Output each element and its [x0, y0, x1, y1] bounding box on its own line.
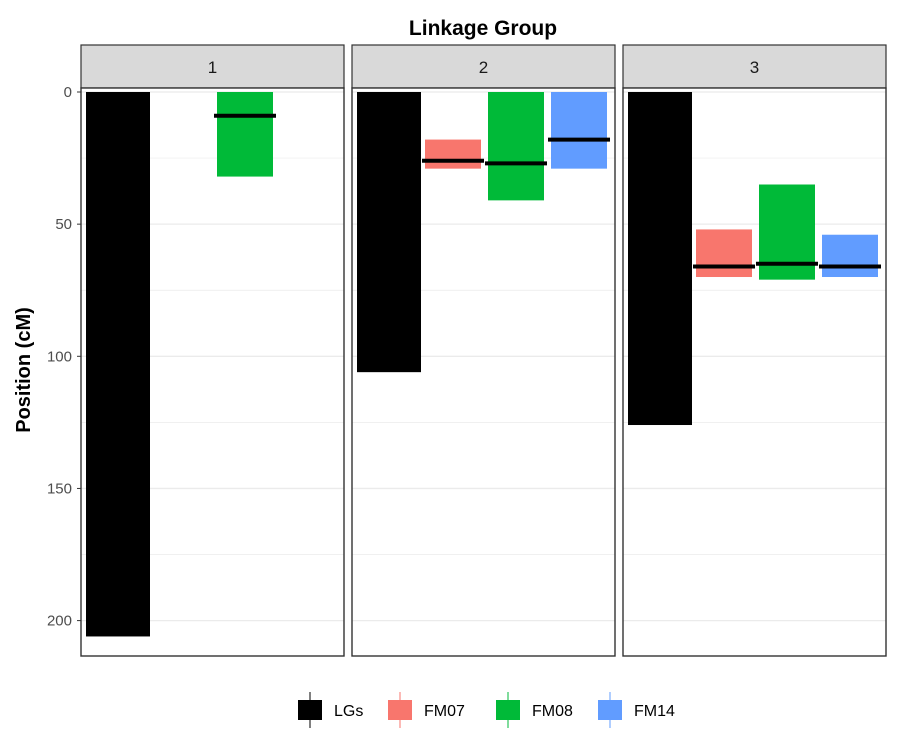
facet-strip: [80, 44, 345, 89]
y-tick-label: 50: [55, 216, 72, 233]
facet-strip: [351, 44, 616, 89]
legend-item-lgs: LGs: [298, 692, 363, 728]
y-tick-label: 150: [47, 480, 72, 497]
bar-lgs: [86, 92, 150, 637]
legend: LGs FM07 FM08 FM14: [298, 692, 675, 728]
y-axis-label: Position (cM): [13, 307, 35, 433]
bar-fm07: [696, 229, 752, 278]
chart-title: Linkage Group: [409, 17, 557, 40]
legend-label: FM07: [424, 703, 465, 720]
facet-panel-3: 3: [622, 44, 887, 657]
legend-item-fm08: FM08: [496, 692, 573, 728]
bar-fm07: [425, 139, 481, 169]
legend-item-fm07: FM07: [388, 692, 465, 728]
bar-fm08: [488, 92, 544, 201]
facet-panel-1: 1: [80, 44, 345, 657]
bar-lgs: [628, 92, 692, 426]
legend-label: LGs: [334, 703, 363, 720]
facet-strip-label: 3: [750, 58, 759, 77]
bar-fm14: [551, 92, 607, 169]
y-axis: 0 50 100 150 200: [47, 84, 81, 630]
panel-border: [80, 87, 345, 657]
panel-border: [622, 87, 887, 657]
y-tick-label: 0: [64, 84, 72, 101]
panel-border: [351, 87, 616, 657]
facet-strip: [622, 44, 887, 89]
facet-panel-2: 2: [351, 44, 616, 657]
bar-lgs: [357, 92, 421, 373]
legend-item-fm14: FM14: [598, 692, 675, 728]
facet-panels: 1 2 3: [80, 44, 887, 657]
bar-fm08: [217, 92, 273, 177]
legend-label: FM08: [532, 703, 573, 720]
bar-fm14: [822, 234, 878, 278]
y-tick-label: 100: [47, 348, 72, 365]
legend-label: FM14: [634, 703, 675, 720]
facet-strip-label: 2: [479, 58, 488, 77]
facet-strip-label: 1: [208, 58, 217, 77]
y-tick-label: 200: [47, 613, 72, 630]
